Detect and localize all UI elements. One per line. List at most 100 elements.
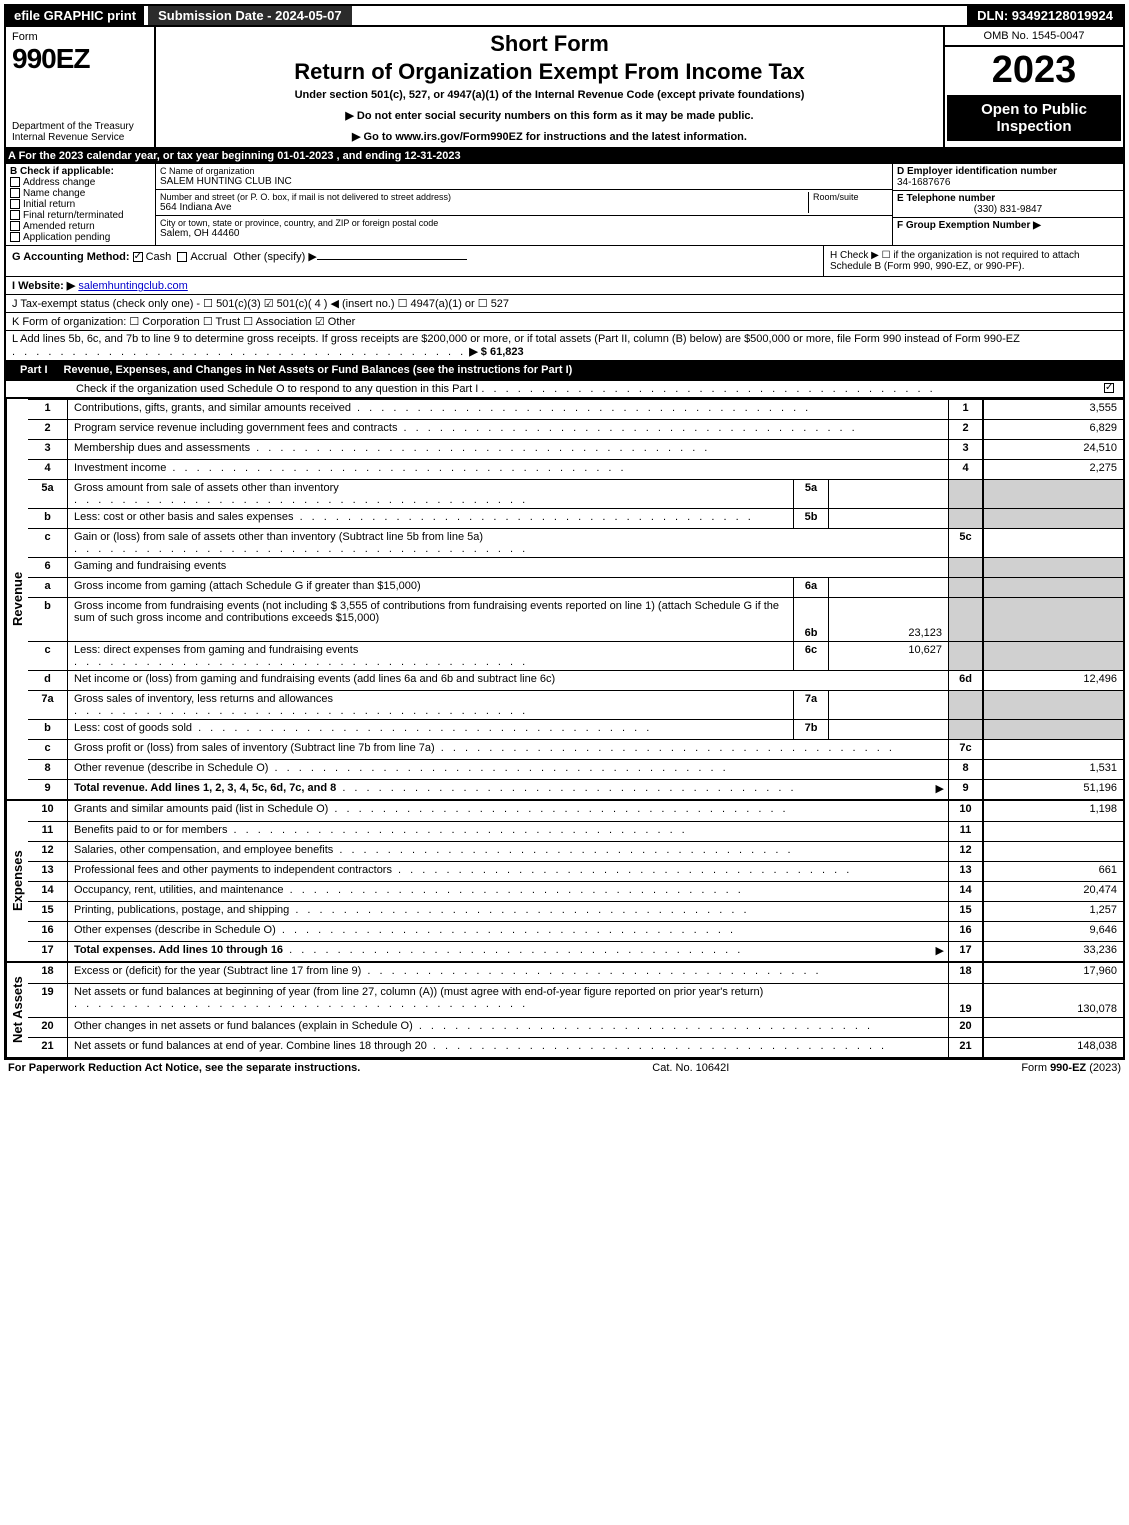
department: Department of the Treasury Internal Reve… xyxy=(12,121,148,143)
org-city: Salem, OH 44460 xyxy=(160,228,888,239)
part-i-label: Part I xyxy=(12,362,56,378)
subtitle: Under section 501(c), 527, or 4947(a)(1)… xyxy=(164,89,935,101)
val-4: 2,275 xyxy=(983,460,1123,479)
form-header: Form 990EZ Department of the Treasury In… xyxy=(4,27,1125,149)
b-address-change[interactable]: Address change xyxy=(10,177,151,188)
form-word: Form xyxy=(12,31,148,43)
f-label: F Group Exemption Number ▶ xyxy=(897,220,1041,231)
note-link: ▶ Go to www.irs.gov/Form990EZ for instru… xyxy=(164,130,935,143)
ln-15: 15 xyxy=(28,902,68,921)
val-6b: 23,123 xyxy=(828,598,948,641)
tax-year: 2023 xyxy=(945,47,1123,93)
section-h: H Check ▶ ☐ if the organization is not r… xyxy=(823,246,1123,276)
ln-18: 18 xyxy=(28,963,68,983)
section-c: C Name of organization SALEM HUNTING CLU… xyxy=(156,164,893,245)
schedule-o-checkbox[interactable] xyxy=(1104,383,1114,393)
header-right: OMB No. 1545-0047 2023 Open to Public In… xyxy=(943,27,1123,147)
section-k: K Form of organization: ☐ Corporation ☐ … xyxy=(6,313,1123,330)
ln-6c: c xyxy=(28,642,68,670)
c-city-label: City or town, state or province, country… xyxy=(160,218,888,228)
part-i-title: Revenue, Expenses, and Changes in Net As… xyxy=(64,364,573,376)
c-name-label: C Name of organization xyxy=(160,166,888,176)
val-16: 9,646 xyxy=(983,922,1123,941)
val-8: 1,531 xyxy=(983,760,1123,779)
ln-5a: 5a xyxy=(28,480,68,508)
footer-mid: Cat. No. 10642I xyxy=(652,1062,729,1074)
ln-7b: b xyxy=(28,720,68,739)
val-15: 1,257 xyxy=(983,902,1123,921)
val-19: 130,078 xyxy=(983,984,1123,1017)
d-label: D Employer identification number xyxy=(897,166,1119,177)
ln-17: 17 xyxy=(28,942,68,961)
val-9: 51,196 xyxy=(983,780,1123,799)
note-ssn: ▶ Do not enter social security numbers o… xyxy=(164,109,935,122)
val-3: 24,510 xyxy=(983,440,1123,459)
b-pending[interactable]: Application pending xyxy=(10,232,151,243)
val-6d: 12,496 xyxy=(983,671,1123,690)
ln-5b: b xyxy=(28,509,68,528)
org-name: SALEM HUNTING CLUB INC xyxy=(160,176,888,187)
top-bar: efile GRAPHIC print Submission Date - 20… xyxy=(4,4,1125,27)
website-link[interactable]: salemhuntingclub.com xyxy=(78,280,187,292)
ln-19: 19 xyxy=(28,984,68,1017)
ein: 34-1687676 xyxy=(897,177,1119,188)
cash-checkbox[interactable] xyxy=(133,252,143,262)
footer-left: For Paperwork Reduction Act Notice, see … xyxy=(8,1062,360,1074)
org-street: 564 Indiana Ave xyxy=(160,202,808,213)
ln-8: 8 xyxy=(28,760,68,779)
form-number: 990EZ xyxy=(12,43,148,75)
section-l: L Add lines 5b, 6c, and 7b to line 9 to … xyxy=(6,331,1123,360)
accrual-checkbox[interactable] xyxy=(177,252,187,262)
ln-7a: 7a xyxy=(28,691,68,719)
b-name-change[interactable]: Name change xyxy=(10,188,151,199)
return-title: Return of Organization Exempt From Incom… xyxy=(164,59,935,85)
section-g: G Accounting Method: Cash Accrual Other … xyxy=(6,246,823,276)
ln-14: 14 xyxy=(28,882,68,901)
b-final-return[interactable]: Final return/terminated xyxy=(10,210,151,221)
e-label: E Telephone number xyxy=(897,193,1119,204)
section-def: D Employer identification number 34-1687… xyxy=(893,164,1123,245)
val-14: 20,474 xyxy=(983,882,1123,901)
revenue-side-label: Revenue xyxy=(6,399,28,799)
footer: For Paperwork Reduction Act Notice, see … xyxy=(4,1059,1125,1076)
netassets-side-label: Net Assets xyxy=(6,963,28,1057)
ln-3: 3 xyxy=(28,440,68,459)
submission-date: Submission Date - 2024-05-07 xyxy=(148,6,352,25)
ln-21: 21 xyxy=(28,1038,68,1057)
val-6c: 10,627 xyxy=(828,642,948,670)
ln-13: 13 xyxy=(28,862,68,881)
val-10: 1,198 xyxy=(983,801,1123,821)
val-17: 33,236 xyxy=(983,942,1123,961)
ln-16: 16 xyxy=(28,922,68,941)
ln-10: 10 xyxy=(28,801,68,821)
section-a: A For the 2023 calendar year, or tax yea… xyxy=(4,149,1125,163)
header-mid: Short Form Return of Organization Exempt… xyxy=(156,27,943,147)
efile-print-button[interactable]: efile GRAPHIC print xyxy=(6,6,144,25)
val-2: 6,829 xyxy=(983,420,1123,439)
b-initial-return[interactable]: Initial return xyxy=(10,199,151,210)
ln-7c: c xyxy=(28,740,68,759)
b-amended[interactable]: Amended return xyxy=(10,221,151,232)
ln-20: 20 xyxy=(28,1018,68,1037)
ln-12: 12 xyxy=(28,842,68,861)
ln-5c: c xyxy=(28,529,68,557)
telephone: (330) 831-9847 xyxy=(897,204,1119,215)
expenses-side-label: Expenses xyxy=(6,801,28,961)
dln: DLN: 93492128019924 xyxy=(967,6,1123,25)
c-street-label: Number and street (or P. O. box, if mail… xyxy=(160,192,808,202)
ln-11: 11 xyxy=(28,822,68,841)
omb-number: OMB No. 1545-0047 xyxy=(945,27,1123,47)
ln-9: 9 xyxy=(28,780,68,799)
section-b: B Check if applicable: Address change Na… xyxy=(6,164,156,245)
val-21: 148,038 xyxy=(983,1038,1123,1057)
open-public-badge: Open to Public Inspection xyxy=(947,95,1121,141)
part-i-header: Part I Revenue, Expenses, and Changes in… xyxy=(4,360,1125,380)
val-1: 3,555 xyxy=(983,400,1123,419)
part-i-check: Check if the organization used Schedule … xyxy=(6,381,1123,397)
footer-right: Form 990-EZ (2023) xyxy=(1021,1062,1121,1074)
ln-6a: a xyxy=(28,578,68,597)
ln-4: 4 xyxy=(28,460,68,479)
val-13: 661 xyxy=(983,862,1123,881)
val-18: 17,960 xyxy=(983,963,1123,983)
short-form-title: Short Form xyxy=(164,31,935,57)
